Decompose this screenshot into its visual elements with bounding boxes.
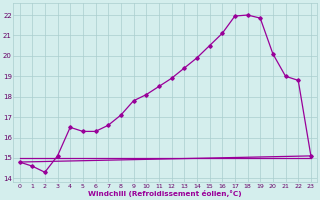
X-axis label: Windchill (Refroidissement éolien,°C): Windchill (Refroidissement éolien,°C) [88, 190, 242, 197]
